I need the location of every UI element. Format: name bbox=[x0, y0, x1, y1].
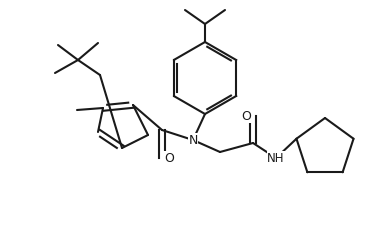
Text: O: O bbox=[164, 151, 174, 165]
Text: NH: NH bbox=[267, 151, 285, 165]
Text: O: O bbox=[241, 110, 251, 122]
Text: N: N bbox=[188, 134, 198, 146]
